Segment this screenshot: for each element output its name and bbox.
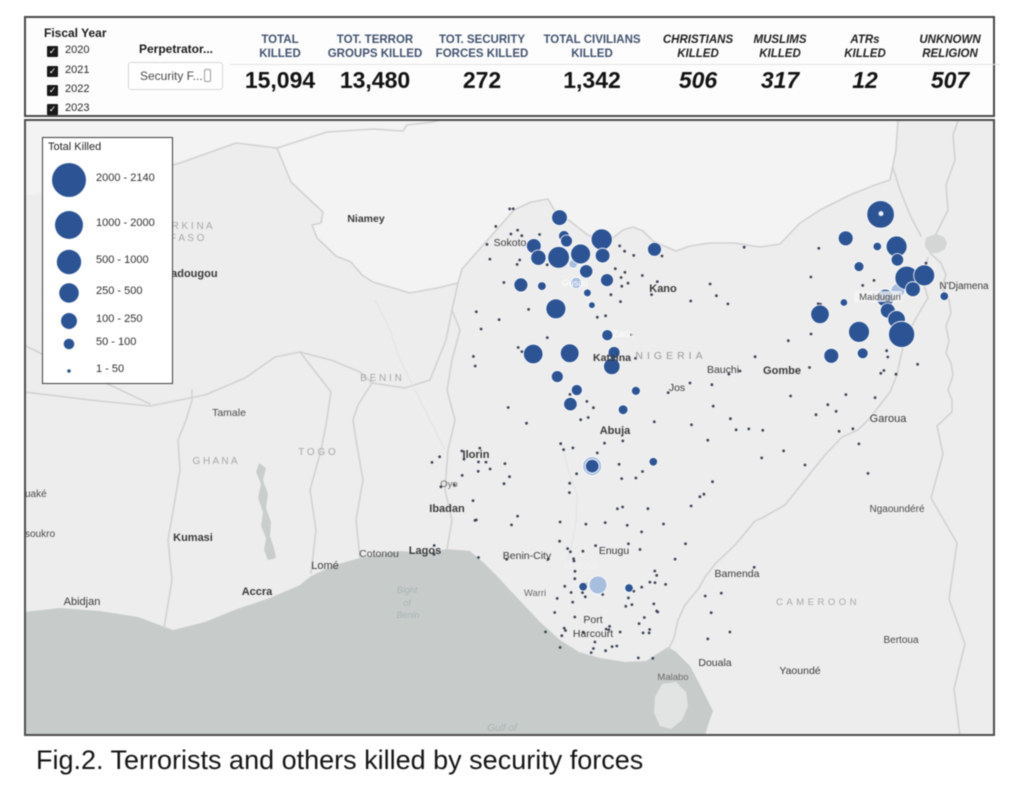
svg-text:Douala: Douala <box>698 657 731 669</box>
svg-text:Katsina: Katsina <box>593 352 631 364</box>
svg-text:Zaria: Zaria <box>612 329 633 339</box>
svg-text:Maiduguri: Maiduguri <box>859 292 901 303</box>
svg-text:of: of <box>403 598 412 608</box>
svg-text:Bight: Bight <box>396 585 417 595</box>
svg-text:Tamale: Tamale <box>212 407 246 419</box>
svg-text:B U R K I N A: B U R K I N A <box>152 221 213 232</box>
svg-text:Lomé: Lomé <box>311 560 339 572</box>
svg-text:Warri: Warri <box>523 588 545 599</box>
svg-text:uaké: uaké <box>25 489 47 500</box>
svg-text:Enugu: Enugu <box>598 545 629 557</box>
svg-text:Bertoua: Bertoua <box>883 635 918 646</box>
svg-text:F A S O: F A S O <box>170 233 205 244</box>
svg-text:Lagos: Lagos <box>408 545 440 557</box>
svg-text:Abuja: Abuja <box>599 425 630 437</box>
svg-text:Ilorin: Ilorin <box>462 449 489 461</box>
svg-text:Bamenda: Bamenda <box>714 568 759 580</box>
svg-text:CAMEROON: CAMEROON <box>776 597 860 608</box>
svg-text:Benin: Benin <box>396 610 419 620</box>
svg-text:Port: Port <box>583 614 602 626</box>
svg-text:Onitsha: Onitsha <box>564 561 597 572</box>
svg-text:Abidjan: Abidjan <box>63 596 100 608</box>
svg-text:Sokoto: Sokoto <box>493 237 526 249</box>
svg-text:Oyo: Oyo <box>440 479 457 490</box>
svg-text:Benin-City: Benin-City <box>502 550 551 562</box>
svg-text:soukro: soukro <box>25 529 55 540</box>
svg-text:B E N I N: B E N I N <box>360 373 402 384</box>
svg-text:Malabo: Malabo <box>657 672 688 683</box>
svg-text:Ibadan: Ibadan <box>429 503 465 515</box>
svg-text:N'Djamena: N'Djamena <box>939 281 989 292</box>
svg-text:Garoua: Garoua <box>869 413 907 425</box>
svg-text:Yaoundé: Yaoundé <box>779 665 820 677</box>
svg-text:Gombe: Gombe <box>763 365 801 377</box>
svg-text:Kumasi: Kumasi <box>173 532 213 544</box>
svg-text:T O G O: T O G O <box>298 447 336 458</box>
svg-text:Bauchi: Bauchi <box>706 364 738 376</box>
svg-text:Jos: Jos <box>668 382 684 394</box>
svg-text:Kano: Kano <box>649 283 677 295</box>
svg-text:Ngaoundéré: Ngaoundéré <box>869 504 924 515</box>
svg-text:NIGERIA: NIGERIA <box>635 350 706 362</box>
svg-text:Niamey: Niamey <box>347 213 385 225</box>
svg-text:Accra: Accra <box>241 586 272 598</box>
svg-text:G H A N A: G H A N A <box>192 456 237 467</box>
svg-text:Gusau: Gusau <box>561 278 588 288</box>
svg-text:Harcourt: Harcourt <box>572 628 612 640</box>
svg-text:Cotonou: Cotonou <box>359 548 399 560</box>
svg-text:Gulf of: Gulf of <box>487 723 518 734</box>
